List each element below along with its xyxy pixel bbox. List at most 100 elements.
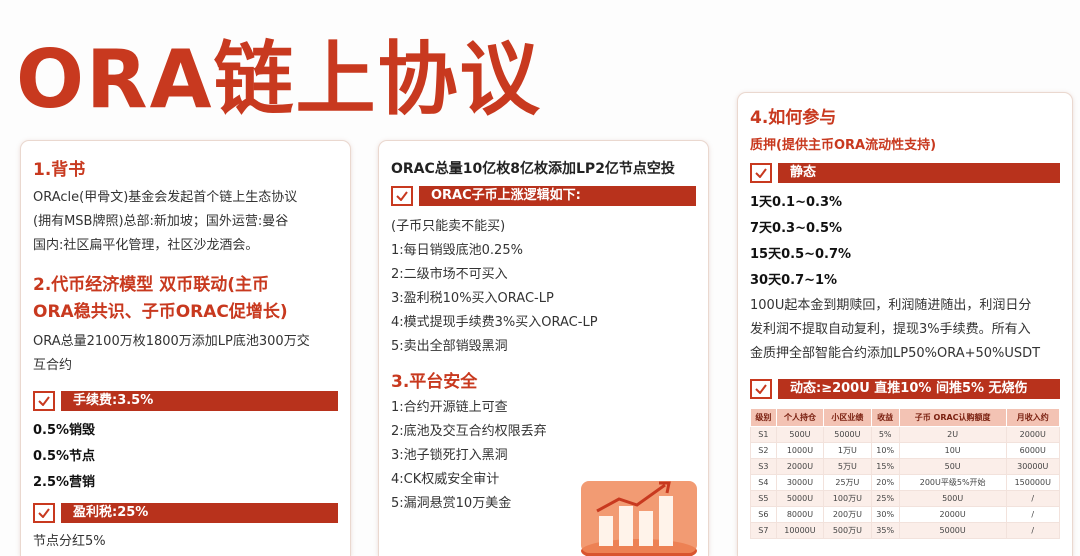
rate-item: 30天0.7~1% bbox=[750, 273, 838, 288]
logic-item: 2:二级市场不可买入 bbox=[391, 267, 508, 282]
table-cell: 8000U bbox=[775, 506, 825, 523]
logic-list: 1:每日销毁底池0.25% 2:二级市场不可买入 3:盈利税10%买入ORAC-LP… bbox=[391, 239, 696, 359]
paragraph-line: 互合约 bbox=[33, 358, 73, 373]
level-table: 级别 个人持仓 小区业绩 收益 子币 ORAC认购额度 月收入约 S1 500U 5000U 5%… bbox=[750, 408, 1061, 539]
table-cell: 6000U bbox=[1005, 442, 1061, 459]
paragraph: ORAcle(甲骨文)基金会发起首个链上生态协议 (拥有MSB牌照)总部:新加坡；… bbox=[33, 186, 338, 258]
table-cell: 200万U bbox=[823, 506, 872, 523]
heading-line: ORA稳共识、子币ORAC促增长) bbox=[33, 302, 288, 322]
header-cell: 小区业绩 bbox=[823, 408, 872, 427]
table-cell: 15% bbox=[870, 458, 900, 475]
table-cell: 1000U bbox=[775, 442, 825, 459]
table-cell: S1 bbox=[750, 426, 777, 443]
token-card: ORAC总量10亿枚8亿枚添加LP2亿节点空投 ORAC子币上涨逻辑如下: (子… bbox=[378, 140, 709, 556]
check bbox=[755, 384, 767, 394]
logic-item: 4:模式提现手续费3%买入ORAC-LP bbox=[391, 315, 598, 330]
table-row: S5 5000U 100万U 25% 500U / bbox=[750, 490, 1061, 507]
banner-text: 动态:≥200U 直推10% 间推5% 无烧伤 bbox=[778, 379, 1060, 399]
header-cell: 个人持仓 bbox=[775, 408, 825, 427]
check-icon bbox=[391, 186, 413, 206]
table-cell: 5万U bbox=[823, 458, 872, 475]
table-cell: S6 bbox=[750, 506, 777, 523]
table-cell: 500万U bbox=[823, 522, 872, 539]
table-row: S6 8000U 200万U 30% 2000U / bbox=[750, 506, 1061, 523]
paragraph-line: (拥有MSB牌照)总部:新加坡；国外运营:曼谷 bbox=[33, 214, 289, 229]
paragraph-line: ORA总量2100万枚1800万添加LP底池300万交 bbox=[33, 334, 310, 349]
table-cell: 5000U bbox=[823, 426, 872, 443]
paragraph: ORA总量2100万枚1800万添加LP底池300万交 互合约 bbox=[33, 330, 338, 378]
paragraph-line: 国内:社区扁平化管理，社区沙龙酒会。 bbox=[33, 238, 259, 253]
table-cell: 150000U bbox=[1005, 474, 1061, 491]
check bbox=[38, 508, 50, 518]
section-heading: 1.背书 bbox=[33, 160, 86, 180]
table-cell: 1万U bbox=[823, 442, 872, 459]
table-cell: 10% bbox=[870, 442, 900, 459]
table-row: S2 1000U 1万U 10% 10U 6000U bbox=[750, 442, 1061, 459]
check bbox=[396, 191, 408, 201]
banner-text: 手续费:3.5% bbox=[61, 391, 338, 411]
banner-text: ORAC子币上涨逻辑如下: bbox=[419, 186, 696, 206]
header-cell: 月收入约 bbox=[1005, 408, 1061, 427]
rules: 100U起本金到期赎回，利润随进随出，利润日分 发利润不提取自动复利，提现3%手续… bbox=[750, 294, 1060, 366]
page-title: ORA链上协议 bbox=[16, 33, 542, 126]
header-row: 级别 个人持仓 小区业绩 收益 子币 ORAC认购额度 月收入约 bbox=[750, 408, 1061, 427]
check-icon bbox=[33, 391, 55, 411]
rule-line: 发利润不提取自动复利，提现3%手续费。所有入 bbox=[750, 322, 1031, 337]
section-heading: 2.代币经济模型 双币联动(主币 ORA稳共识、子币ORAC促增长) bbox=[33, 272, 338, 326]
check-icon bbox=[750, 379, 772, 399]
table-cell: 5000U bbox=[775, 490, 825, 507]
check-icon bbox=[750, 163, 772, 183]
growth-illustration bbox=[581, 481, 697, 556]
table-cell: 500U bbox=[775, 426, 825, 443]
rule-line: 金质押全部智能合约添加LP50%ORA+50%USDT bbox=[750, 346, 1041, 361]
table-cell: / bbox=[1005, 522, 1061, 539]
table-cell: / bbox=[1005, 506, 1061, 523]
security-item: 5:漏洞悬赏10万美金 bbox=[391, 496, 512, 511]
table-cell: 50U bbox=[898, 458, 1007, 475]
table-cell: 25万U bbox=[823, 474, 872, 491]
logic-item: 3:盈利税10%买入ORAC-LP bbox=[391, 291, 554, 306]
rate-item: 7天0.3~0.5% bbox=[750, 221, 843, 236]
banner: ORAC子币上涨逻辑如下: bbox=[391, 185, 696, 207]
table-cell: 2000U bbox=[775, 458, 825, 475]
banner-text: 盈利税:25% bbox=[61, 503, 338, 523]
header-cell: 级别 bbox=[750, 408, 777, 427]
table-cell: S3 bbox=[750, 458, 777, 475]
paragraph-line: ORAcle(甲骨文)基金会发起首个链上生态协议 bbox=[33, 190, 298, 205]
table-cell: 2000U bbox=[898, 506, 1007, 523]
section-heading: 3.平台安全 bbox=[391, 372, 478, 392]
fee-list: 0.5%销毁 0.5%节点 2.5%营销 bbox=[33, 418, 338, 496]
logic-item: 1:每日销毁底池0.25% bbox=[391, 243, 523, 258]
fee-item: 0.5%销毁 bbox=[33, 423, 96, 438]
rule-line: 100U起本金到期赎回，利润随进随出，利润日分 bbox=[750, 298, 1032, 313]
rate-list: 1天0.1~0.3% 7天0.3~0.5% 15天0.5~0.7% 30天0.7~1% bbox=[750, 190, 1060, 294]
table-cell: 30000U bbox=[1005, 458, 1061, 475]
background-card: 1.背书 ORAcle(甲骨文)基金会发起首个链上生态协议 (拥有MSB牌照)总部… bbox=[20, 140, 351, 556]
fee-item: 2.5%营销 bbox=[33, 475, 96, 490]
table-cell: 10U bbox=[898, 442, 1007, 459]
banner: 静态 bbox=[750, 162, 1060, 184]
table-cell: 5% bbox=[870, 426, 900, 443]
logic-item: 5:卖出全部销毁黑洞 bbox=[391, 339, 508, 354]
security-list: 1:合约开源链上可查 2:底池及交互合约权限丢弃 3:池子锁死打入黑洞 4:CK权威安… bbox=[391, 396, 696, 516]
table-cell: 100万U bbox=[823, 490, 872, 507]
banner-text: 静态 bbox=[778, 163, 1060, 183]
table-cell: 3000U bbox=[775, 474, 825, 491]
table-cell: 25% bbox=[870, 490, 900, 507]
table-row: S1 500U 5000U 5% 2U 2000U bbox=[750, 426, 1061, 443]
card-heading: ORAC总量10亿枚8亿枚添加LP2亿节点空投 bbox=[391, 161, 675, 177]
section-heading: 4.如何参与 bbox=[750, 108, 837, 128]
table-cell: 2U bbox=[898, 426, 1007, 443]
rate-item: 15天0.5~0.7% bbox=[750, 247, 852, 262]
header-cell: 收益 bbox=[870, 408, 900, 427]
check bbox=[755, 168, 767, 178]
table-cell: 30% bbox=[870, 506, 900, 523]
banner: 手续费:3.5% bbox=[33, 390, 338, 412]
table-cell: S4 bbox=[750, 474, 777, 491]
table-cell: 2000U bbox=[1005, 426, 1061, 443]
tax-item: 节点分红5% bbox=[33, 534, 106, 549]
table-cell: 10000U bbox=[775, 522, 825, 539]
table-row: S7 10000U 500万U 35% 5000U / bbox=[750, 522, 1061, 539]
table-cell: 5000U bbox=[898, 522, 1007, 539]
